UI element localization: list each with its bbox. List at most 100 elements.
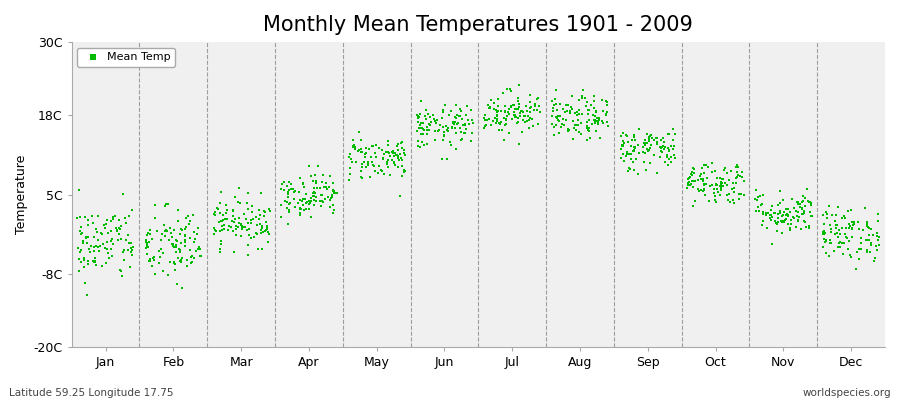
Mean Temp	[314, 203, 328, 210]
Mean Temp	[637, 159, 652, 165]
Mean Temp	[228, 194, 242, 200]
Mean Temp	[96, 240, 111, 247]
Mean Temp	[164, 230, 178, 236]
Mean Temp	[110, 227, 124, 233]
Mean Temp	[569, 127, 583, 134]
Mean Temp	[722, 191, 736, 198]
Mean Temp	[815, 212, 830, 218]
Mean Temp	[793, 201, 807, 208]
Mean Temp	[280, 205, 294, 211]
Mean Temp	[286, 186, 301, 192]
Mean Temp	[696, 176, 710, 182]
Mean Temp	[225, 212, 239, 219]
Mean Temp	[575, 86, 590, 93]
Mean Temp	[796, 206, 810, 212]
Mean Temp	[845, 225, 859, 231]
Mean Temp	[167, 267, 182, 273]
Mean Temp	[78, 214, 93, 220]
Mean Temp	[764, 214, 778, 220]
Mean Temp	[115, 190, 130, 197]
Mean Temp	[361, 160, 375, 166]
Mean Temp	[319, 180, 333, 186]
Mean Temp	[313, 197, 328, 204]
Mean Temp	[715, 176, 729, 182]
Mean Temp	[448, 125, 463, 131]
Mean Temp	[556, 116, 571, 122]
Mean Temp	[326, 188, 340, 194]
Mean Temp	[733, 173, 747, 179]
Mean Temp	[504, 104, 518, 110]
Mean Temp	[262, 206, 276, 212]
Mean Temp	[238, 224, 252, 230]
Mean Temp	[71, 245, 86, 252]
Mean Temp	[656, 146, 670, 152]
Mean Temp	[328, 207, 342, 213]
Mean Temp	[422, 121, 436, 127]
Mean Temp	[428, 137, 443, 143]
Mean Temp	[167, 259, 182, 266]
Mean Temp	[302, 205, 317, 212]
Mean Temp	[588, 118, 602, 124]
Mean Temp	[251, 246, 266, 252]
Mean Temp	[292, 205, 307, 212]
Mean Temp	[687, 169, 701, 176]
Mean Temp	[791, 217, 806, 223]
Mean Temp	[620, 148, 634, 155]
Mean Temp	[580, 119, 594, 126]
Mean Temp	[665, 126, 680, 132]
Mean Temp	[725, 180, 740, 186]
Mean Temp	[90, 229, 104, 236]
Mean Temp	[729, 180, 743, 186]
Mean Temp	[624, 151, 638, 158]
Mean Temp	[86, 220, 100, 226]
Mean Temp	[302, 200, 316, 207]
Mean Temp	[220, 210, 234, 216]
Mean Temp	[816, 228, 831, 235]
Mean Temp	[191, 225, 205, 231]
Mean Temp	[731, 164, 745, 170]
Mean Temp	[582, 117, 597, 123]
Mean Temp	[460, 103, 474, 110]
Mean Temp	[183, 235, 197, 242]
Mean Temp	[388, 150, 402, 156]
Mean Temp	[680, 179, 695, 186]
Mean Temp	[262, 231, 276, 237]
Mean Temp	[494, 119, 508, 125]
Mean Temp	[389, 152, 403, 158]
Mean Temp	[366, 162, 381, 169]
Mean Temp	[175, 255, 189, 261]
Mean Temp	[364, 142, 379, 149]
Mean Temp	[82, 246, 96, 252]
Mean Temp	[720, 170, 734, 177]
Mean Temp	[465, 130, 480, 136]
Mean Temp	[240, 242, 255, 248]
Mean Temp	[446, 121, 461, 127]
Mean Temp	[437, 132, 452, 139]
Mean Temp	[352, 129, 366, 135]
Mean Temp	[374, 166, 388, 173]
Mean Temp	[166, 243, 180, 249]
Mean Temp	[177, 232, 192, 238]
Mean Temp	[783, 221, 797, 228]
Mean Temp	[254, 230, 268, 236]
Mean Temp	[839, 234, 853, 240]
Mean Temp	[323, 173, 338, 179]
Mean Temp	[491, 96, 506, 103]
Mean Temp	[684, 169, 698, 175]
Mean Temp	[829, 212, 843, 218]
Mean Temp	[278, 198, 293, 204]
Mean Temp	[364, 159, 379, 166]
Mean Temp	[501, 130, 516, 136]
Mean Temp	[418, 113, 432, 119]
Mean Temp	[357, 153, 372, 160]
Mean Temp	[171, 206, 185, 213]
Mean Temp	[437, 129, 452, 135]
Mean Temp	[824, 226, 838, 232]
Mean Temp	[618, 153, 633, 159]
Mean Temp	[618, 132, 633, 138]
Mean Temp	[122, 239, 136, 246]
Mean Temp	[310, 184, 324, 191]
Mean Temp	[311, 162, 326, 169]
Mean Temp	[586, 93, 600, 100]
Mean Temp	[861, 237, 876, 244]
